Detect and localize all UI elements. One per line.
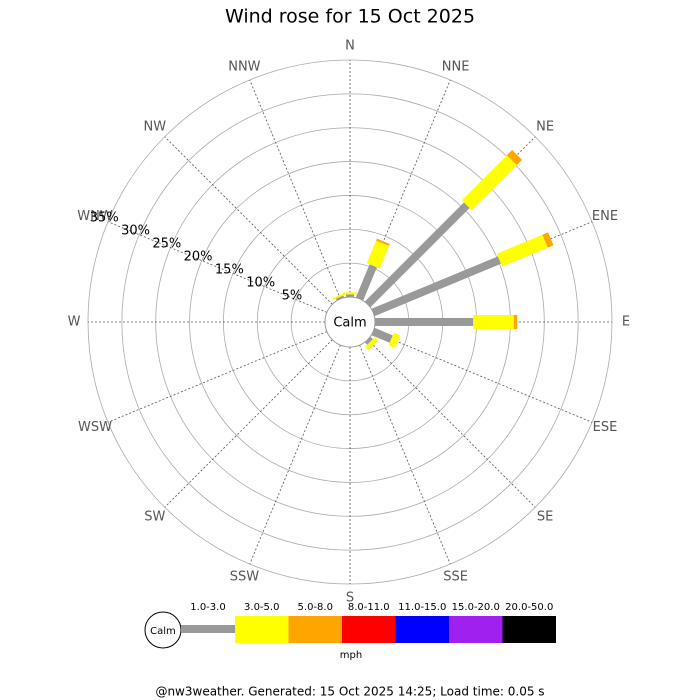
grid: N NNE NE ENE E ESE SE SSE S SSW SW WSW W WNW NW NNW 5% 10… [68, 39, 631, 606]
chart-title: Wind rose for 15 Oct 2025 [225, 6, 475, 28]
rose-segment [332, 292, 347, 300]
spoke [164, 136, 333, 305]
r-tick-label: 20% [184, 250, 213, 265]
legend-swatch [342, 616, 396, 643]
legend-swatch [502, 616, 556, 643]
r-tick-label: 35% [90, 211, 119, 226]
legend-label: 8.0-11.0 [348, 602, 390, 613]
rose-segment [364, 336, 373, 345]
rose-segment [365, 337, 379, 351]
rose-segment [388, 332, 401, 349]
direction-label: NNW [228, 60, 260, 75]
direction-label: WNW [77, 209, 113, 224]
legend-label: 3.0-5.0 [244, 602, 279, 613]
r-tick-label: 30% [121, 224, 150, 239]
legend-label: 11.0-15.0 [398, 602, 446, 613]
bars [332, 149, 554, 351]
spoke [107, 221, 328, 313]
legend-unit: mph [340, 650, 362, 661]
calm-circle [324, 296, 376, 348]
grid-ring [121, 93, 579, 551]
direction-label: NW [144, 119, 167, 134]
rose-segment [371, 256, 501, 317]
direction-label: S [346, 591, 354, 606]
r-tick-label: 15% [215, 263, 244, 278]
direction-label: N [345, 39, 355, 54]
legend-swatch [288, 616, 342, 643]
rose-segment [542, 232, 554, 248]
r-tick-label: 25% [152, 237, 181, 252]
legend-swatch [395, 616, 449, 643]
rose-segment [376, 238, 390, 246]
direction-label: ESE [593, 420, 618, 435]
spoke [372, 221, 593, 313]
spoke [359, 79, 451, 300]
legend-swatch [235, 616, 289, 643]
legend: Calm mph 1.0-3.0 3.0-5.0 5.0-8.0 8.0-11.0 11… [144, 602, 556, 661]
rose-segment [461, 155, 517, 211]
rose-segment [371, 327, 393, 343]
r-tick-label: 5% [282, 288, 303, 303]
direction-label: W [68, 315, 81, 330]
legend-label: 5.0-8.0 [298, 602, 333, 613]
spoke [249, 344, 341, 565]
legend-calm-label: Calm [150, 626, 176, 637]
rose-segment [506, 149, 523, 166]
direction-label: WSW [78, 420, 112, 435]
legend-label: 1.0-3.0 [190, 602, 225, 613]
direction-label: ENE [592, 209, 618, 224]
spoke [372, 331, 593, 423]
rose-segment [366, 240, 390, 269]
direction-label: SSE [443, 569, 468, 584]
direction-label: NE [536, 119, 554, 134]
spoke [249, 79, 341, 300]
spoke [367, 339, 536, 508]
direction-label: SW [144, 510, 165, 525]
spoke [359, 344, 451, 565]
rose-segment [355, 264, 377, 301]
direction-label: SE [537, 510, 553, 525]
legend-label: 20.0-50.0 [505, 602, 553, 613]
calm-center: Calm [324, 296, 376, 348]
rose-segment [496, 234, 548, 267]
direction-label: NNE [442, 60, 470, 75]
spoke [107, 331, 328, 423]
direction-label: SSW [230, 569, 260, 584]
direction-label: E [622, 315, 630, 330]
r-tick-label: 10% [246, 275, 275, 290]
legend-label: 15.0-20.0 [452, 602, 500, 613]
spoke [164, 339, 333, 508]
calm-label: Calm [333, 316, 366, 331]
footer: @nw3weather. Generated: 15 Oct 2025 14:2… [155, 685, 544, 699]
legend-swatch [449, 616, 503, 643]
rose-segment [364, 202, 470, 308]
